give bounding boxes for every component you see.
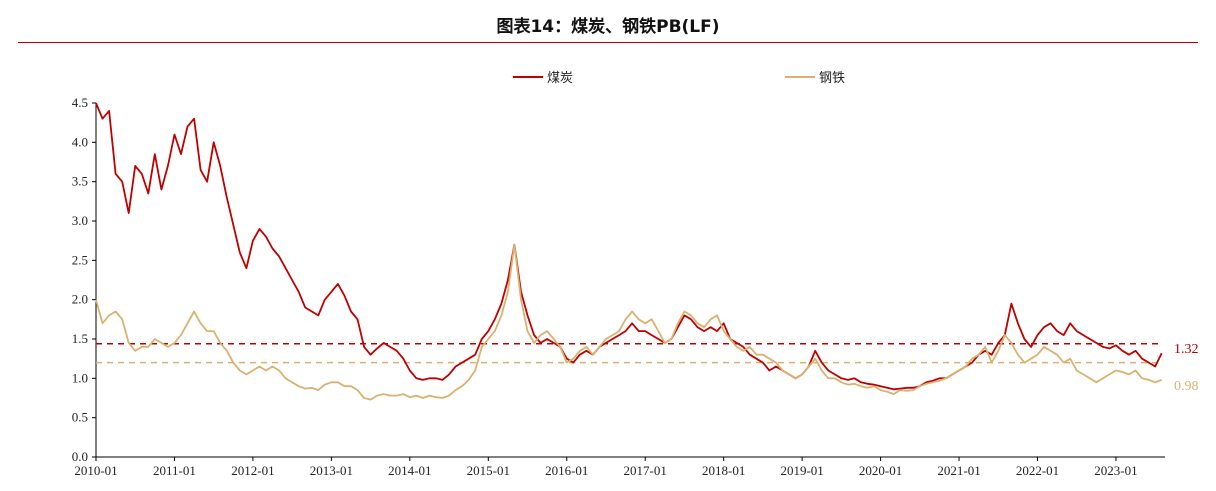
legend-label-0: 煤炭 xyxy=(547,71,573,86)
y-tick-label: 0.5 xyxy=(72,410,88,425)
series-line-1 xyxy=(95,243,1163,401)
y-tick-label: 4.5 xyxy=(72,95,88,110)
x-tick-label: 2017-01 xyxy=(624,463,667,478)
end-label-0: 1.32 xyxy=(1174,342,1199,357)
x-tick-label: 2010-01 xyxy=(74,463,117,478)
series-line-0 xyxy=(95,102,1163,391)
y-tick-label: 1.5 xyxy=(72,331,88,346)
chart-title: 图表14：煤炭、钢铁PB(LF) xyxy=(496,17,720,37)
end-value-labels: 1.32 0.98 xyxy=(1174,342,1199,394)
x-tick-label: 2014-01 xyxy=(388,463,431,478)
x-tick-label: 2013-01 xyxy=(310,463,353,478)
legend-label-1: 钢铁 xyxy=(819,71,845,86)
end-label-1: 0.98 xyxy=(1174,379,1199,394)
title-divider xyxy=(18,42,1198,43)
x-tick-label: 2022-01 xyxy=(1016,463,1059,478)
x-tick-label: 2015-01 xyxy=(467,463,510,478)
x-tick-label: 2023-01 xyxy=(1094,463,1137,478)
y-tick-label: 2.5 xyxy=(72,252,88,267)
x-tick-label: 2012-01 xyxy=(231,463,274,478)
x-tick-label: 2011-01 xyxy=(153,463,196,478)
x-tick-label: 2020-01 xyxy=(859,463,902,478)
chart-series xyxy=(95,102,1163,401)
x-tick-label: 2021-01 xyxy=(937,463,980,478)
y-tick-label: 3.0 xyxy=(72,213,88,228)
x-tick-label: 2016-01 xyxy=(545,463,588,478)
y-tick-label: 1.0 xyxy=(72,370,88,385)
y-tick-label: 4.0 xyxy=(72,134,88,149)
x-tick-label: 2019-01 xyxy=(780,463,823,478)
chart-legend: 煤炭 钢铁 xyxy=(513,71,845,86)
y-tick-label: 2.0 xyxy=(72,292,88,307)
chart-axes: 0.0 0.5 1.0 1.5 2.0 2.5 3.0 3.5 4.0 4.5 2010-01 201… xyxy=(72,95,1165,478)
x-tick-label: 2018-01 xyxy=(702,463,745,478)
y-tick-label: 3.5 xyxy=(72,174,88,189)
y-tick-label: 0.0 xyxy=(72,449,88,464)
mean-reference-lines xyxy=(96,342,1160,364)
